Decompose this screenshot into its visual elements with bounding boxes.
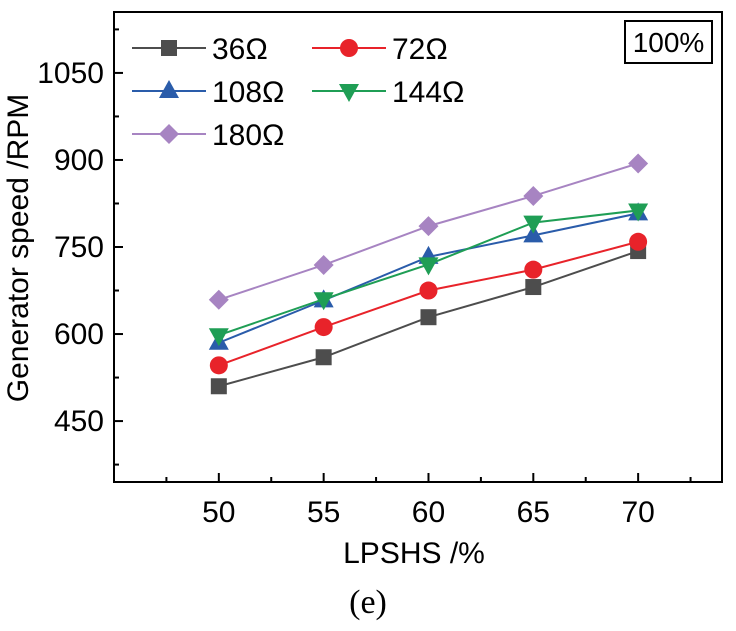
legend-marker bbox=[340, 39, 358, 57]
data-point bbox=[523, 215, 544, 234]
data-point bbox=[419, 281, 438, 300]
data-point bbox=[523, 185, 544, 206]
figure-caption: (e) bbox=[349, 584, 387, 621]
data-point bbox=[313, 292, 334, 311]
legend-item: 36Ω bbox=[132, 33, 268, 66]
legend-marker bbox=[161, 40, 177, 56]
series-layer bbox=[208, 153, 649, 395]
chart: 450 600 750 900 1050 50 55 60 65 70 LPSHS /% Genera… bbox=[2, 11, 723, 570]
data-point bbox=[208, 328, 229, 347]
legend-item: 144Ω bbox=[312, 76, 464, 109]
y-axis-title: Generator speed /RPM bbox=[2, 94, 35, 402]
x-tick-label: 50 bbox=[202, 496, 235, 529]
series-180Ω bbox=[208, 153, 649, 310]
legend-marker bbox=[159, 80, 179, 98]
axes: 450 600 750 900 1050 50 55 60 65 70 LPSHS /% Genera… bbox=[2, 11, 723, 570]
legend-label: 108Ω bbox=[212, 76, 284, 109]
legend: 36Ω 72Ω 108Ω 144Ω 180Ω bbox=[132, 33, 464, 152]
y-tick-label: 1050 bbox=[37, 57, 104, 90]
annotation-badge: 100% bbox=[624, 20, 713, 64]
x-axis-title: LPSHS /% bbox=[343, 537, 485, 570]
legend-item: 180Ω bbox=[132, 119, 284, 152]
data-point bbox=[629, 232, 648, 251]
data-point bbox=[315, 349, 332, 366]
legend-marker bbox=[339, 84, 359, 102]
data-point bbox=[210, 378, 227, 395]
data-point bbox=[313, 254, 334, 275]
annotation-label: 100% bbox=[633, 27, 705, 58]
data-point bbox=[418, 216, 439, 237]
x-tick-label: 65 bbox=[517, 496, 550, 529]
data-point bbox=[524, 260, 543, 279]
data-point bbox=[208, 289, 229, 310]
legend-marker bbox=[159, 124, 179, 144]
data-point bbox=[525, 279, 542, 296]
data-point bbox=[628, 153, 649, 174]
data-point bbox=[418, 257, 439, 276]
legend-label: 72Ω bbox=[392, 33, 448, 66]
y-tick-label: 750 bbox=[54, 231, 104, 264]
x-tick-label: 55 bbox=[307, 496, 340, 529]
legend-item: 72Ω bbox=[312, 33, 448, 66]
x-tick-label: 60 bbox=[412, 496, 445, 529]
series-36Ω bbox=[210, 243, 647, 395]
annotation-box bbox=[624, 20, 713, 64]
data-point bbox=[420, 309, 437, 326]
legend-label: 144Ω bbox=[392, 76, 464, 109]
data-point bbox=[209, 356, 228, 375]
legend-label: 36Ω bbox=[212, 33, 268, 66]
data-point bbox=[628, 203, 649, 222]
y-tick-label: 600 bbox=[54, 318, 104, 351]
x-tick-label: 70 bbox=[621, 496, 654, 529]
series-72Ω bbox=[209, 232, 648, 375]
data-point bbox=[314, 318, 333, 337]
series-144Ω bbox=[208, 203, 649, 347]
y-tick-label: 450 bbox=[54, 405, 104, 438]
y-tick-label: 900 bbox=[54, 144, 104, 177]
legend-label: 180Ω bbox=[212, 119, 284, 152]
legend-item: 108Ω bbox=[132, 76, 284, 109]
